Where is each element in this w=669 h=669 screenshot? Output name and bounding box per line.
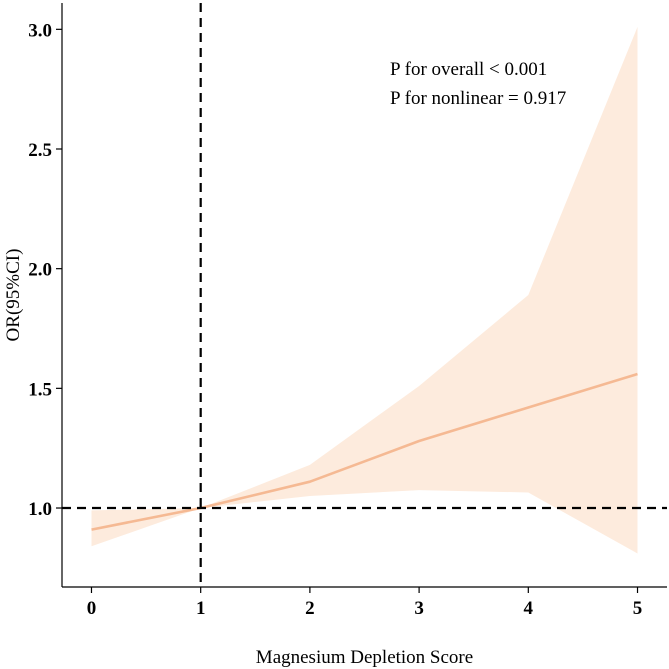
y-tick-label: 1.5 — [28, 379, 52, 400]
or-line — [91, 372, 638, 531]
x-axis-title: Magnesium Depletion Score — [256, 647, 473, 668]
x-tick-label: 2 — [305, 598, 315, 619]
y-axis-title: OR(95%CI) — [3, 249, 24, 342]
y-tick-label: 2.0 — [28, 260, 52, 281]
y-tick-label: 1.0 — [28, 499, 52, 520]
x-tick-label: 1 — [196, 598, 206, 619]
y-tick-label: 2.5 — [28, 140, 52, 161]
x-tick-label: 5 — [633, 598, 643, 619]
axes — [61, 3, 667, 588]
plot-area — [62, 3, 667, 587]
x-tick-label: 3 — [414, 598, 424, 619]
tick-labels: 0 1 2 3 4 5 1.0 1.5 2.0 2.5 3.0 — [28, 20, 642, 619]
p-overall-annotation: P for overall < 0.001 — [390, 59, 547, 80]
ci-ribbon — [91, 26, 638, 554]
p-nonlinear-annotation: P for nonlinear = 0.917 — [390, 88, 566, 109]
y-tick-label: 3.0 — [28, 20, 52, 41]
tick-marks — [56, 28, 639, 593]
x-tick-label: 0 — [87, 598, 97, 619]
x-tick-label: 4 — [524, 598, 534, 619]
